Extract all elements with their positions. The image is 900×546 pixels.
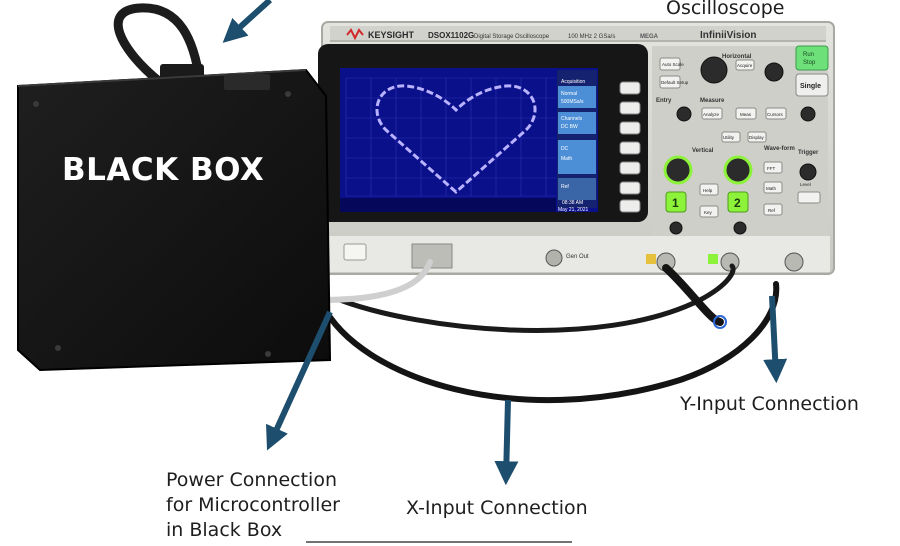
menu-item-2: 500MSa/s	[561, 99, 584, 105]
y-input-label: Y-Input Connection	[680, 393, 859, 415]
oscilloscope-label: Oscilloscope	[666, 0, 785, 19]
trigger-level-knob[interactable]	[799, 163, 817, 181]
gen-out-label: Gen Out	[566, 254, 589, 260]
scope-spec: 100 MHz 2 GSa/s	[568, 34, 615, 40]
section-entry: Entry	[656, 98, 672, 104]
fft-label: FFT	[767, 166, 775, 171]
single-button[interactable]	[795, 73, 829, 97]
horizontal-position-knob[interactable]	[764, 62, 784, 82]
key-button[interactable]	[699, 205, 719, 218]
analyze-label: Analyze	[703, 112, 720, 117]
section-vertical: Vertical	[692, 148, 714, 154]
trigger-button[interactable]	[797, 191, 821, 204]
ch1-button[interactable]	[665, 191, 687, 213]
utility-label: Utility	[723, 135, 735, 140]
ch1-scale-knob[interactable]	[663, 155, 693, 185]
ch2-label: 2	[734, 196, 741, 210]
callout-arrows	[222, 0, 788, 486]
meas-label: Meas	[740, 112, 752, 117]
black-box-label: BLACK BOX	[62, 152, 265, 188]
menu-item-3: Channels	[561, 116, 583, 122]
default-setup-label: Default Setup	[661, 80, 689, 85]
level-label: Level	[800, 182, 811, 187]
stop-label: Stop	[803, 60, 816, 66]
analyze-button[interactable]	[701, 107, 723, 120]
ch2-bnc	[720, 252, 740, 272]
cables	[113, 3, 780, 404]
acquire-label: Acquire	[737, 63, 753, 68]
section-trigger: Trigger	[798, 150, 819, 156]
cursors-button[interactable]	[765, 107, 787, 120]
arrow-top	[222, 0, 273, 43]
scope-model-desc: Digital Storage Oscilloscope	[474, 34, 550, 40]
scope-mega: MEGA	[640, 34, 659, 40]
screen-grid	[345, 77, 556, 197]
menu-item-6: Math	[561, 156, 572, 162]
keysight-logo-icon	[346, 28, 364, 41]
power-button[interactable]	[343, 243, 367, 261]
display-label: Display	[749, 135, 765, 140]
section-measure: Measure	[700, 98, 725, 104]
section-waveform: Wave-form	[764, 146, 795, 152]
auto-scale-label: Auto Scale	[662, 62, 684, 67]
menu-item-1: Normal	[561, 91, 577, 97]
horizontal-scale-knob[interactable]	[700, 56, 728, 84]
power-label-line3: in Black Box	[166, 519, 283, 541]
measure-knob[interactable]	[800, 106, 816, 122]
arrow-x-input	[494, 399, 519, 486]
scope-model: DSOX1102G	[428, 31, 474, 40]
screen-date: May 21, 2021	[558, 207, 589, 213]
black-box	[17, 64, 332, 372]
scope-brand: KEYSIGHT	[368, 30, 415, 40]
run-stop-button[interactable]	[795, 45, 829, 71]
heart-trace	[375, 84, 537, 195]
fft-button[interactable]	[763, 161, 783, 174]
display-button[interactable]	[747, 131, 767, 143]
acquire-button[interactable]	[735, 59, 755, 71]
menu-item-4: DC BW	[561, 124, 578, 130]
oscilloscope: KEYSIGHT DSOX1102G Digital Storage Oscil…	[318, 21, 835, 275]
menu-title: Acquisition	[561, 79, 585, 85]
single-label: Single	[800, 83, 821, 90]
ch2-scale-knob[interactable]	[723, 155, 753, 185]
softkey-column[interactable]	[619, 81, 641, 213]
ch2-position-knob[interactable]	[733, 221, 747, 235]
math-button[interactable]	[763, 181, 783, 194]
power-label-line1: Power Connection	[166, 469, 337, 491]
arrow-y-input	[763, 295, 788, 384]
section-horizontal: Horizontal	[722, 54, 752, 60]
entry-knob[interactable]	[676, 106, 692, 122]
ref-button[interactable]	[763, 203, 783, 216]
ch2-button[interactable]	[727, 191, 749, 213]
auto-scale-button[interactable]	[659, 57, 681, 71]
menu-item-7: Ref	[561, 184, 569, 190]
help-button[interactable]	[699, 183, 719, 196]
meas-button[interactable]	[735, 107, 757, 120]
ch1-position-knob[interactable]	[669, 221, 683, 235]
utility-button[interactable]	[721, 131, 741, 143]
scope-series: InfiniiVision	[700, 30, 756, 41]
ch1-label: 1	[672, 196, 679, 210]
arrow-power	[266, 310, 333, 451]
run-label: Run	[803, 52, 814, 58]
help-label: Help	[703, 188, 713, 193]
gen-out-connector	[545, 249, 563, 267]
power-label-line2: for Microcontroller	[166, 494, 340, 516]
menu-item-5: DC	[561, 146, 569, 152]
x-input-label: X-Input Connection	[406, 497, 588, 519]
ext-trig-bnc	[784, 252, 804, 272]
cursors-label: Cursors	[767, 112, 784, 117]
key-label: Key	[704, 210, 713, 215]
screen-time: 08:38 AM	[562, 200, 583, 206]
math-label: Math	[766, 186, 777, 191]
ref-label: Ref	[768, 208, 776, 213]
default-setup-button[interactable]	[659, 75, 681, 89]
